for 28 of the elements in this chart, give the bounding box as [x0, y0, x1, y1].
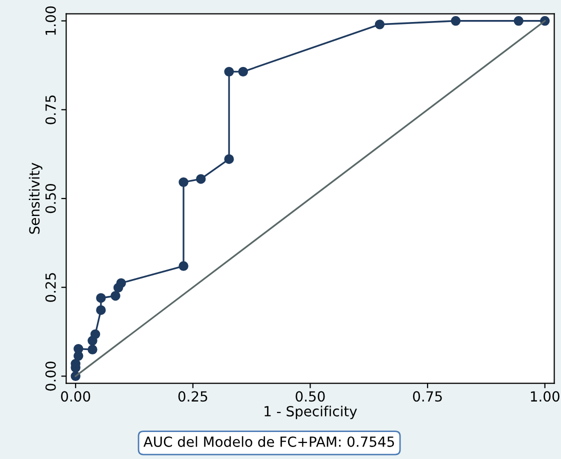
x-axis-title: 1 - Specificity: [264, 406, 357, 420]
x-tick-label: 0.00: [61, 391, 90, 402]
point: [238, 66, 248, 77]
point: [196, 174, 206, 184]
y-tick-label: 0.50: [45, 184, 56, 214]
x-tick-label: 0.25: [178, 391, 208, 402]
point: [96, 293, 106, 303]
x-tick-label: 0.75: [413, 391, 442, 402]
point: [96, 305, 106, 315]
y-tick-label: 1.00: [45, 6, 56, 35]
y-axis-title: Sensitivity: [28, 162, 42, 234]
point: [178, 177, 188, 188]
point: [74, 344, 84, 354]
x-tick-label: 0.50: [296, 391, 325, 402]
y-tick-label: 0.25: [45, 273, 56, 302]
point: [116, 278, 126, 288]
point: [90, 329, 100, 340]
point: [110, 291, 120, 301]
point: [88, 344, 98, 354]
y-tick-label: 0.75: [45, 95, 56, 124]
point: [374, 20, 385, 30]
text: AUC del Modelo de FC+PAM: 0.7545: [143, 436, 394, 447]
point: [178, 261, 188, 271]
point: [224, 66, 234, 77]
point: [224, 154, 234, 164]
point: [514, 16, 524, 26]
point: [450, 16, 461, 26]
x-tick-label: 1.00: [530, 391, 560, 402]
